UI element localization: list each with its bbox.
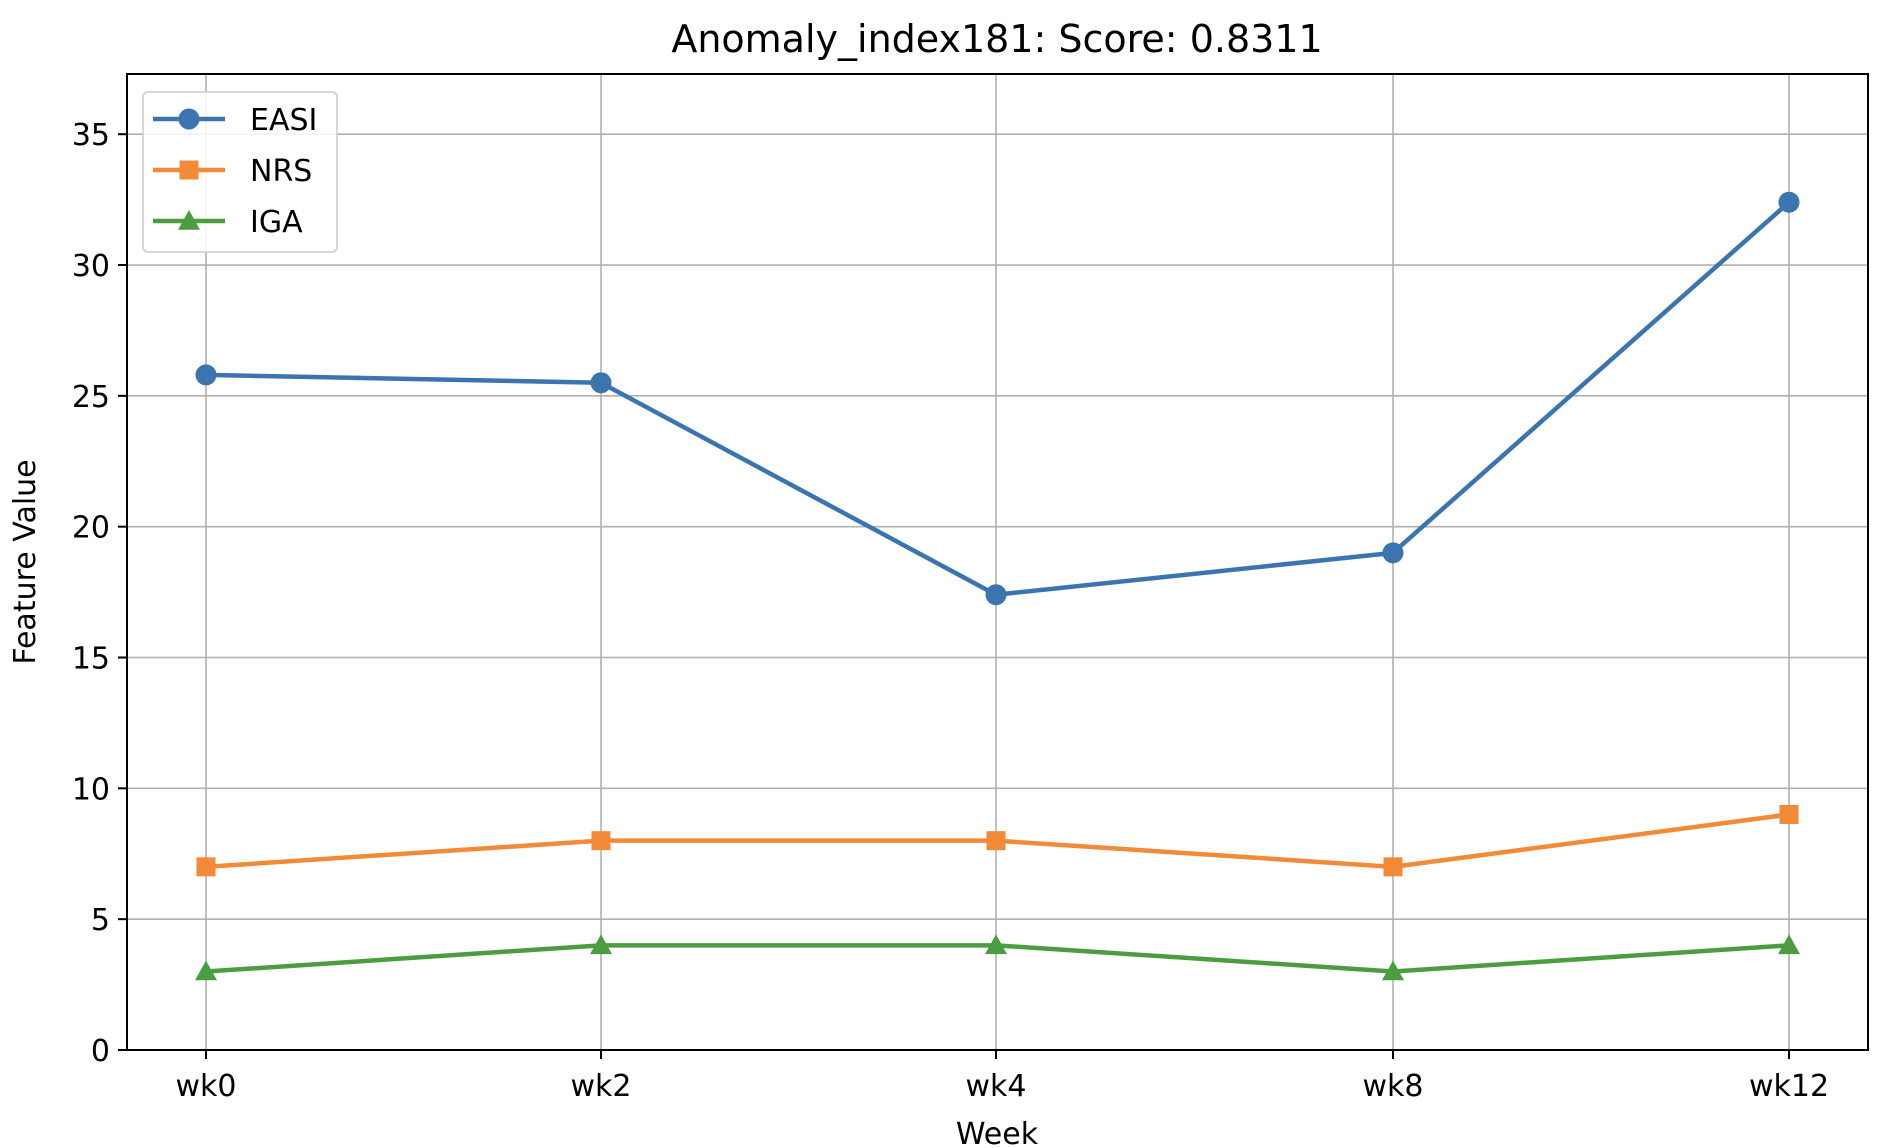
y-tick-label: 0: [91, 1034, 110, 1069]
y-tick-label: 20: [72, 511, 110, 546]
data-point-nrs-wk12: [1779, 805, 1799, 825]
legend-label: EASI: [250, 103, 317, 138]
legend-label: NRS: [250, 154, 312, 189]
legend: EASI NRS IGA: [142, 91, 338, 253]
y-tick-label: 10: [72, 772, 110, 807]
data-point-iga-wk0: [195, 960, 217, 981]
y-tick-label: 35: [72, 118, 110, 153]
data-point-iga-wk8: [1382, 960, 1404, 981]
grid: [127, 74, 1868, 1051]
plot-frame: [126, 73, 1869, 1051]
series-easi: [195, 191, 1800, 606]
legend-marker: [179, 160, 199, 180]
data-point-easi-wk2: [590, 372, 612, 394]
legend-box: [142, 91, 338, 253]
data-point-easi-wk8: [1382, 542, 1404, 564]
chart-title: Anomaly_index181: Score: 0.8311: [671, 17, 1322, 61]
x-tick-label: wk8: [1363, 1069, 1424, 1104]
x-tick-label: wk12: [1749, 1069, 1829, 1104]
legend-item-iga: IGA: [153, 205, 303, 240]
y-tick-label: 25: [72, 380, 110, 415]
data-point-iga-wk2: [590, 934, 612, 955]
data-point-nrs-wk4: [986, 831, 1006, 851]
legend-marker: [178, 210, 200, 230]
data-point-iga-wk12: [1778, 934, 1800, 955]
y-tick-label: 15: [72, 642, 110, 677]
y-axis-label: Feature Value: [8, 459, 43, 664]
data-point-nrs-wk0: [196, 857, 216, 877]
x-tick-label: wk2: [571, 1069, 632, 1104]
data-point-easi-wk12: [1778, 191, 1800, 213]
ticks: wk0 wk2 wk4 wk8 wk12 0 5 10 15 20 25 30 35: [72, 118, 1829, 1104]
y-tick-label: 30: [72, 249, 110, 284]
data-point-nrs-wk2: [591, 831, 611, 851]
series-iga: [195, 934, 1800, 981]
legend-item-easi: EASI: [153, 103, 317, 138]
y-tick-label: 5: [91, 903, 110, 938]
data-point-easi-wk0: [195, 364, 217, 386]
legend-marker: [178, 108, 200, 130]
series-nrs: [196, 805, 1799, 877]
x-tick-label: wk0: [176, 1069, 237, 1104]
legend-item-nrs: NRS: [153, 154, 312, 189]
x-tick-label: wk4: [966, 1069, 1027, 1104]
x-axis-label: Week: [956, 1117, 1039, 1148]
legend-label: IGA: [250, 205, 303, 240]
data-point-nrs-wk8: [1383, 857, 1403, 877]
series-layer: [195, 191, 1800, 981]
data-point-easi-wk4: [985, 584, 1007, 606]
data-point-iga-wk4: [985, 934, 1007, 955]
